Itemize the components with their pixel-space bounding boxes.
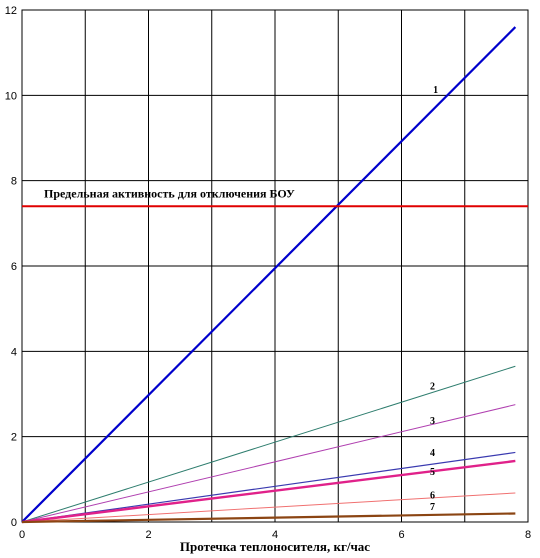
series-line-1 [21,26,517,523]
grid [22,10,528,522]
x-tick-label: 6 [398,529,404,541]
series-label-5: 5 [430,467,435,478]
series-label-3: 3 [430,416,435,427]
series-labels: 1 2 3 4 5 67 [430,85,438,513]
x-tick-label: 2 [145,529,151,541]
series-label-2: 2 [430,382,435,393]
series-line-6 [21,492,516,523]
series-line-3 [21,404,516,523]
x-axis-label: Протечка теплоносителя, кг/час [180,539,370,554]
series-line-4 [21,451,516,523]
series-label-7: 7 [430,502,435,513]
x-tick-labels: 0 2 4 6 8 [19,529,531,541]
series-label-4: 4 [430,448,435,459]
y-tick-label: 0 [11,517,17,529]
series-line-2 [21,365,516,523]
y-tick-label: 8 [11,176,17,188]
y-tick-label: 6 [11,261,17,273]
y-tick-labels: 0 2 4 6 8 10 12 [5,5,17,529]
series-lines [21,26,517,524]
y-tick-label: 2 [11,432,17,444]
threshold-label: Предельная активность для отключения БОУ [44,186,295,200]
x-tick-label: 0 [19,529,25,541]
y-tick-label: 4 [11,346,17,358]
series-label-6: 6 [430,491,435,502]
y-tick-label: 10 [5,90,17,102]
x-tick-label: 8 [525,529,531,541]
series-label-1: 1 [433,85,438,96]
series-line-7 [21,512,516,524]
series-line-5 [21,459,516,524]
y-tick-label: 12 [5,5,17,17]
x-tick-label: 4 [272,529,278,541]
